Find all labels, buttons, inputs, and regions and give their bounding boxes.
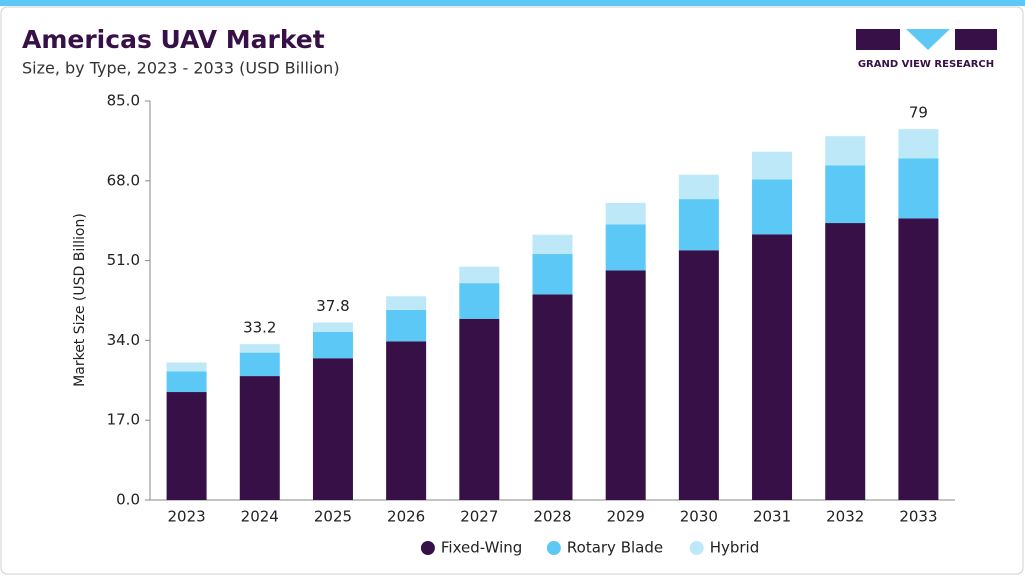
card: [0, 6, 1024, 575]
logo-text: GRAND VIEW RESEARCH: [858, 59, 994, 70]
y-axis-label: Market Size (USD Billion): [72, 213, 88, 387]
bar-segment: [459, 283, 500, 319]
logo: GRAND VIEW RESEARCH: [856, 29, 997, 70]
x-tick-label: 2024: [241, 508, 279, 526]
x-tick-label: 2023: [167, 508, 205, 526]
bar-segment: [678, 174, 719, 200]
bar-segment: [678, 199, 719, 251]
legend-label: Rotary Blade: [567, 539, 663, 557]
bar-segment: [898, 218, 939, 500]
bar-segment: [605, 202, 646, 225]
bar-segment: [752, 234, 793, 501]
top-bar: [0, 0, 1025, 6]
bar-segment: [605, 224, 646, 271]
x-tick-label: 2025: [314, 508, 352, 526]
bar-segment: [312, 322, 353, 332]
x-tick-label: 2029: [607, 508, 645, 526]
y-tick-label: 85.0: [107, 92, 140, 110]
bar-segment: [825, 223, 866, 500]
bar-segment: [386, 296, 427, 310]
bar-segment: [752, 151, 793, 180]
y-tick-label: 17.0: [107, 411, 140, 429]
bar-segment: [166, 371, 207, 393]
legend-marker: [546, 541, 561, 555]
legend-marker: [420, 541, 435, 555]
bar-segment: [386, 341, 427, 500]
total-label: 79: [909, 104, 928, 122]
x-tick-label: 2032: [826, 508, 864, 526]
legend-label: Hybrid: [710, 539, 760, 557]
chart-title: Americas UAV Market: [22, 25, 325, 54]
legend-label: Fixed-Wing: [441, 539, 522, 557]
bar-segment: [166, 362, 207, 372]
x-tick-label: 2033: [899, 508, 937, 526]
bar-segment: [312, 331, 353, 359]
bar-segment: [825, 136, 866, 166]
bar-segment: [532, 294, 573, 500]
x-tick-label: 2031: [753, 508, 791, 526]
bar-segment: [825, 165, 866, 224]
bar-segment: [752, 179, 793, 235]
bar-segment: [898, 158, 939, 219]
bar-segment: [239, 344, 280, 353]
x-tick-label: 2028: [533, 508, 571, 526]
logo-block: [955, 29, 997, 50]
bar-segment: [239, 352, 280, 377]
y-tick-label: 34.0: [107, 331, 140, 349]
logo-block: [906, 29, 950, 50]
bar-segment: [312, 358, 353, 500]
x-tick-label: 2027: [460, 508, 498, 526]
total-label: 33.2: [243, 319, 276, 337]
bar-segment: [532, 254, 573, 295]
bar-segment: [386, 309, 427, 342]
logo-block: [856, 29, 900, 50]
y-tick-label: 0.0: [116, 491, 140, 509]
y-tick-label: 68.0: [107, 171, 140, 189]
bar-segment: [239, 376, 280, 500]
legend-marker: [689, 541, 704, 555]
bar-segment: [898, 129, 939, 159]
x-tick-label: 2030: [680, 508, 718, 526]
bar-segment: [166, 392, 207, 500]
total-label: 37.8: [316, 297, 349, 315]
y-tick-label: 51.0: [107, 251, 140, 269]
bar-segment: [459, 318, 500, 500]
bar-segment: [459, 266, 500, 284]
bar-segment: [678, 250, 719, 500]
x-tick-label: 2026: [387, 508, 425, 526]
bar-segment: [532, 234, 573, 255]
bar-segment: [605, 270, 646, 500]
chart-subtitle: Size, by Type, 2023 - 2033 (USD Billion): [22, 59, 340, 78]
